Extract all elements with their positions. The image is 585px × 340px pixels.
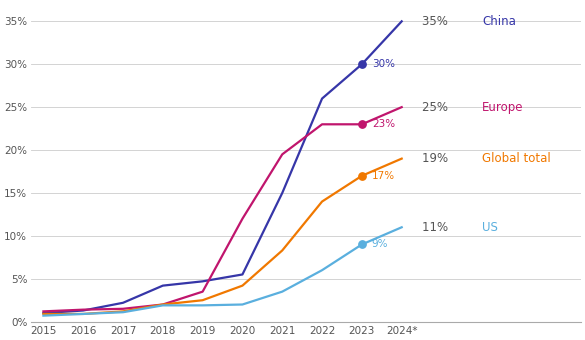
Text: 11%: 11% xyxy=(422,221,452,234)
Point xyxy=(357,62,367,67)
Point xyxy=(357,173,367,178)
Text: 19%: 19% xyxy=(422,152,452,165)
Text: 30%: 30% xyxy=(372,59,395,69)
Text: Global total: Global total xyxy=(482,152,551,165)
Point xyxy=(357,122,367,127)
Text: Europe: Europe xyxy=(482,101,524,114)
Text: 35%: 35% xyxy=(422,15,451,28)
Text: China: China xyxy=(482,15,516,28)
Text: US: US xyxy=(482,221,498,234)
Text: 25%: 25% xyxy=(422,101,452,114)
Text: 9%: 9% xyxy=(372,239,388,250)
Text: 17%: 17% xyxy=(372,171,395,181)
Point xyxy=(357,242,367,247)
Text: 23%: 23% xyxy=(372,119,395,129)
